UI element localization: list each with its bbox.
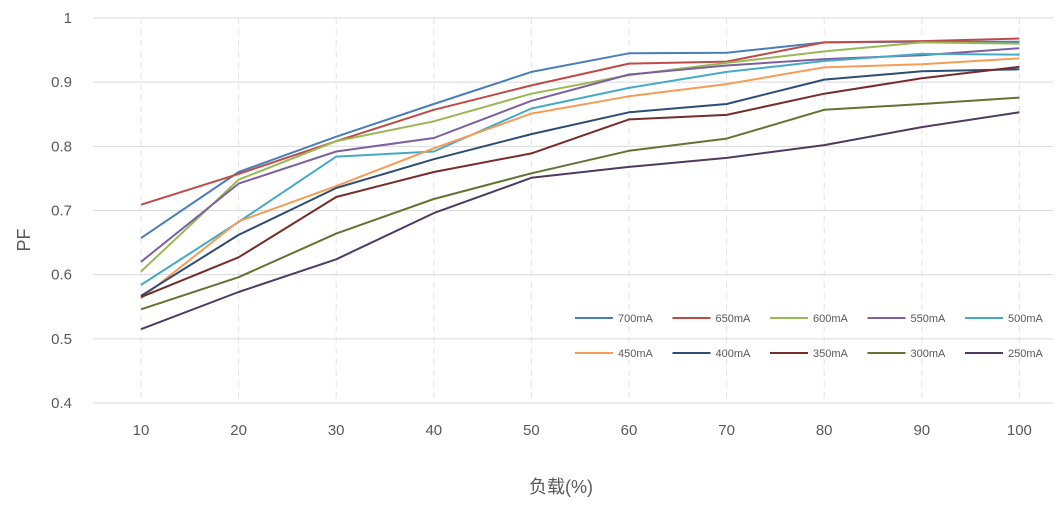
x-axis-title: 负载(%): [529, 477, 593, 497]
grid: [93, 17, 1053, 404]
legend-label: 400mA: [716, 348, 752, 360]
legend-label: 700mA: [618, 313, 654, 325]
y-tick-label: 0.5: [51, 331, 72, 348]
legend-label: 250mA: [1008, 348, 1044, 360]
y-tick-label: 0.9: [51, 74, 72, 91]
legend-label: 500mA: [1008, 313, 1044, 325]
series-line-550mA: [140, 47, 1020, 263]
x-tick-label: 80: [816, 422, 833, 439]
series-line-650mA: [140, 37, 1020, 206]
x-tick-label: 100: [1007, 422, 1032, 439]
x-tick-label: 70: [718, 422, 735, 439]
y-axis-title: PF: [14, 228, 34, 251]
legend-label: 550mA: [911, 313, 947, 325]
x-tick-label: 60: [621, 422, 638, 439]
x-tick-label: 10: [133, 422, 150, 439]
legend: 700mA 650mA 600mA 550mA 500mA 450mA 400mA 350mA…: [575, 313, 1044, 360]
legend-label: 450mA: [618, 348, 654, 360]
x-tick-label: 40: [425, 422, 442, 439]
series-line-250mA: [140, 111, 1020, 331]
x-tick-label: 20: [230, 422, 247, 439]
series-line-450mA: [140, 57, 1020, 300]
series-lines: [140, 37, 1020, 331]
y-tick-label: 0.4: [51, 395, 72, 412]
legend-label: 350mA: [813, 348, 849, 360]
x-tick-label: 90: [913, 422, 930, 439]
series-line-600mA: [140, 41, 1020, 273]
series-line-400mA: [140, 68, 1020, 297]
legend-label: 600mA: [813, 313, 849, 325]
axes: 0.4 0.5 0.6 0.7 0.8 0.9 1 10 20 30 40 50 60 70 80 90 100: [51, 10, 1032, 439]
y-tick-label: 1: [64, 10, 72, 27]
x-tick-label: 50: [523, 422, 540, 439]
series-line-500mA: [140, 52, 1020, 286]
series-line-300mA: [140, 96, 1020, 311]
x-tick-label: 30: [328, 422, 345, 439]
y-tick-label: 0.7: [51, 203, 72, 220]
y-tick-label: 0.6: [51, 267, 72, 284]
legend-label: 650mA: [716, 313, 752, 325]
y-tick-label: 0.8: [51, 138, 72, 155]
series-line-350mA: [140, 65, 1020, 299]
legend-label: 300mA: [911, 348, 947, 360]
